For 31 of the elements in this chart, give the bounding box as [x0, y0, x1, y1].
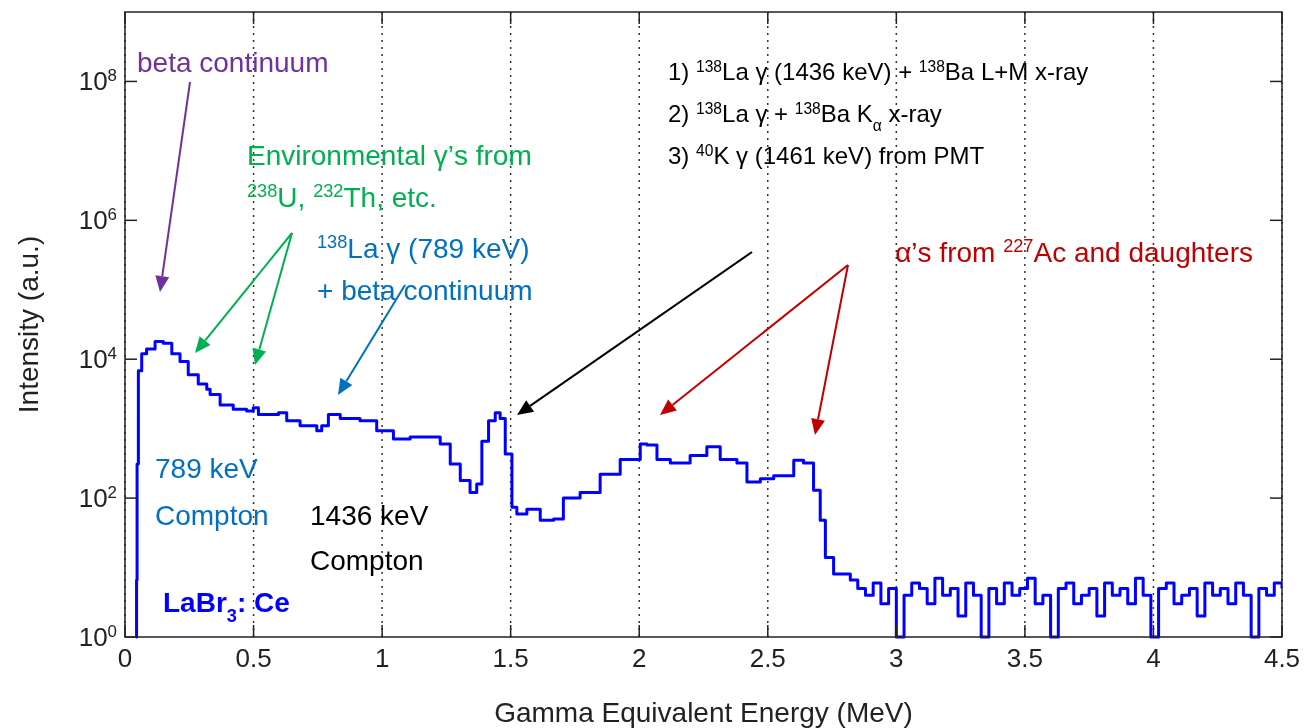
x-tick-label: 2: [631, 643, 647, 673]
y-tick-label: 10$^{2}$: [78, 482, 117, 514]
annotation: Environmental γ’s from: [247, 140, 532, 171]
annotation: 2) $^{138}$La γ + $^{138}$Ba K$_{α}$ x-ray: [668, 99, 942, 134]
x-tick-label: 3.5: [1006, 643, 1043, 673]
x-tick-label: 3: [889, 643, 904, 673]
annotation: 3) $^{40}$K γ (1461 keV) from PMT: [668, 141, 985, 169]
annotation: $^{238}$U, $^{232}$Th, etc.: [247, 181, 437, 213]
x-tick-label: 0: [117, 643, 133, 673]
annotation: Compton: [310, 545, 424, 576]
y-tick-label: 10$^{6}$: [78, 204, 117, 236]
annotation: 789 keV: [155, 453, 259, 484]
x-axis-title: Gamma Equivalent Energy (MeV): [494, 697, 913, 728]
annotation: Compton: [155, 500, 269, 531]
x-tick-label: 1.5: [492, 643, 529, 673]
annotation: 1) $^{138}$La γ (1436 keV) + $^{138}$Ba L+M x-ray: [668, 57, 1089, 85]
y-tick-label: 10$^{4}$: [78, 343, 117, 375]
y-axis-title: Intensity (a.u.): [13, 235, 44, 414]
x-tick-label: 4.5: [1263, 643, 1301, 673]
annotation: 1436 keV: [310, 500, 429, 531]
y-tick-label: 10$^{8}$: [78, 65, 117, 97]
annotation: α’s from $^{227}$Ac and daughters: [895, 236, 1253, 268]
annotation: + beta continuum: [317, 275, 533, 306]
annotation: beta continuum: [137, 47, 329, 78]
y-tick-label: 10$^{0}$: [78, 621, 117, 652]
annotation: LaBr$_{3}$: Ce: [163, 587, 290, 626]
x-tick-label: 1: [374, 643, 390, 673]
x-tick-label: 4: [1146, 643, 1161, 673]
x-tick-label: 2.5: [749, 643, 786, 673]
annotation: $^{138}$La γ (789 keV): [317, 232, 530, 264]
x-tick-label: 0.5: [235, 643, 272, 673]
